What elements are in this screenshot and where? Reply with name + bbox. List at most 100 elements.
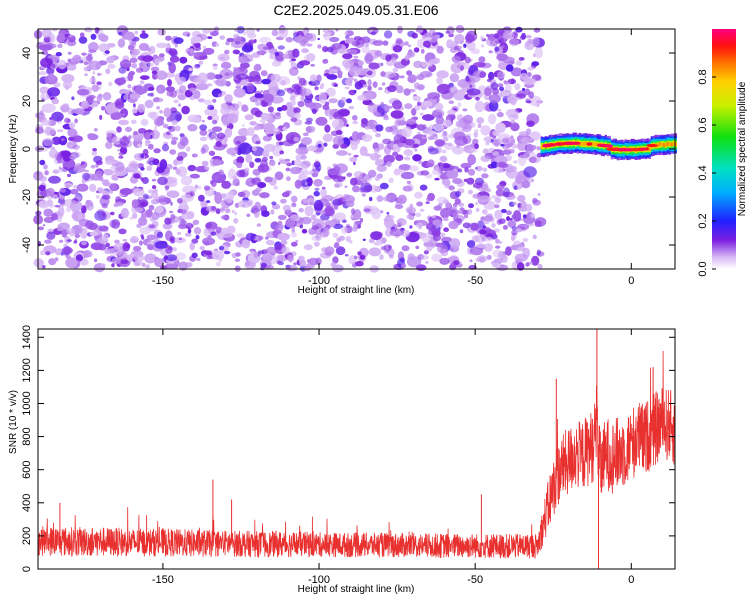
noise-blob <box>101 203 108 209</box>
y-tick-label: 20 <box>21 95 33 107</box>
noise-blob <box>151 70 158 75</box>
signal-band-cell <box>662 143 665 147</box>
noise-blob <box>200 147 206 155</box>
noise-blob <box>523 166 537 178</box>
noise-blob <box>95 195 100 199</box>
noise-blob <box>221 202 226 207</box>
noise-blob <box>492 262 501 268</box>
noise-blob <box>211 126 223 132</box>
noise-blob <box>77 214 83 220</box>
noise-blob <box>441 178 451 186</box>
noise-blob <box>464 56 471 64</box>
noise-blob <box>179 56 188 64</box>
noise-blob <box>344 86 350 90</box>
noise-blob <box>514 253 528 262</box>
noise-blob <box>201 160 209 167</box>
noise-blob <box>151 178 157 182</box>
noise-blob <box>233 159 237 163</box>
noise-blob <box>420 255 429 260</box>
noise-blob <box>203 241 210 246</box>
noise-blob <box>510 244 519 251</box>
noise-blob <box>127 72 134 82</box>
noise-blob <box>406 118 417 125</box>
noise-blob <box>374 176 380 181</box>
noise-blob <box>385 54 392 62</box>
noise-blob <box>334 212 346 222</box>
noise-blob <box>285 167 291 172</box>
noise-blob <box>81 161 85 165</box>
noise-blob <box>435 103 444 111</box>
noise-blob <box>386 211 390 215</box>
noise-blob <box>172 247 177 252</box>
noise-blob <box>56 33 66 43</box>
noise-blob <box>116 126 122 133</box>
noise-blob <box>473 234 486 243</box>
noise-blob <box>379 254 384 261</box>
noise-blob <box>454 191 462 197</box>
noise-blob <box>481 209 488 215</box>
noise-blob <box>127 44 135 51</box>
noise-blob <box>189 48 194 54</box>
noise-blob <box>65 184 70 189</box>
noise-blob <box>383 114 389 119</box>
noise-blob <box>342 53 353 60</box>
noise-blob <box>325 69 330 73</box>
noise-blob <box>69 122 76 129</box>
noise-blob <box>346 172 353 178</box>
noise-blob <box>159 159 168 170</box>
noise-blob <box>163 107 171 118</box>
noise-blob <box>73 165 86 173</box>
noise-blob <box>310 63 316 67</box>
noise-blob <box>216 132 226 140</box>
noise-blob <box>393 168 401 176</box>
noise-blob <box>336 150 348 156</box>
noise-blob <box>444 143 455 151</box>
noise-blob <box>170 140 177 145</box>
noise-blob <box>370 231 383 241</box>
noise-blob <box>378 87 383 91</box>
noise-blob <box>527 66 535 71</box>
noise-blob <box>298 173 308 181</box>
colorbar: 0.0 0.2 0.4 0.6 0.8 Normalized spectral ampl… <box>697 29 748 277</box>
noise-blob <box>266 231 280 239</box>
noise-blob <box>467 209 473 215</box>
noise-blob <box>482 167 488 172</box>
noise-blob <box>94 258 98 263</box>
noise-blob <box>178 103 181 107</box>
noise-blob <box>44 239 52 244</box>
noise-blob <box>460 87 466 93</box>
noise-blob <box>302 132 309 137</box>
noise-blob <box>256 50 267 55</box>
noise-blob <box>221 180 232 189</box>
noise-blob <box>353 154 359 158</box>
noise-blob <box>178 94 186 100</box>
noise-blob <box>425 261 429 264</box>
noise-blob <box>505 64 514 72</box>
noise-blob <box>414 148 418 152</box>
noise-blob <box>63 198 77 208</box>
noise-blob <box>463 178 468 182</box>
noise-blob <box>333 204 339 210</box>
noise-blob <box>133 130 138 136</box>
noise-blob <box>525 262 530 267</box>
noise-blob <box>207 234 212 240</box>
noise-blob <box>174 125 181 132</box>
noise-blob <box>224 49 230 55</box>
noise-blob <box>515 93 520 98</box>
noise-blob <box>157 28 166 36</box>
noise-blob <box>43 208 53 217</box>
noise-blob <box>480 44 485 48</box>
noise-blob <box>122 239 128 242</box>
noise-blob <box>280 198 287 204</box>
noise-blob <box>67 128 78 138</box>
noise-blob <box>206 251 212 256</box>
noise-blob <box>277 214 287 220</box>
signal-band-cell <box>674 142 677 147</box>
noise-blob <box>89 77 97 84</box>
noise-blob <box>515 26 523 33</box>
noise-blob <box>368 62 380 70</box>
noise-blob <box>282 139 295 147</box>
noise-blob <box>246 213 251 217</box>
noise-blob <box>215 78 228 87</box>
noise-blob <box>140 177 145 182</box>
